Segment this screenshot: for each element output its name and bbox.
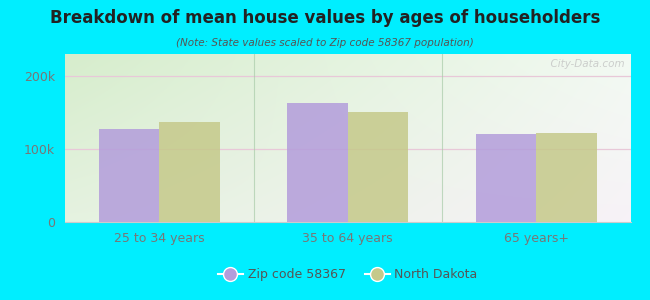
Bar — [476, 134, 536, 222]
Bar — [348, 112, 408, 222]
Bar — [159, 122, 220, 222]
Bar — [536, 133, 597, 222]
Text: Breakdown of mean house values by ages of householders: Breakdown of mean house values by ages o… — [50, 9, 600, 27]
Legend: Zip code 58367, North Dakota: Zip code 58367, North Dakota — [213, 263, 483, 286]
Text: (Note: State values scaled to Zip code 58367 population): (Note: State values scaled to Zip code 5… — [176, 38, 474, 47]
Bar — [287, 103, 348, 222]
Text: City-Data.com: City-Data.com — [544, 59, 625, 69]
Bar — [99, 129, 159, 222]
